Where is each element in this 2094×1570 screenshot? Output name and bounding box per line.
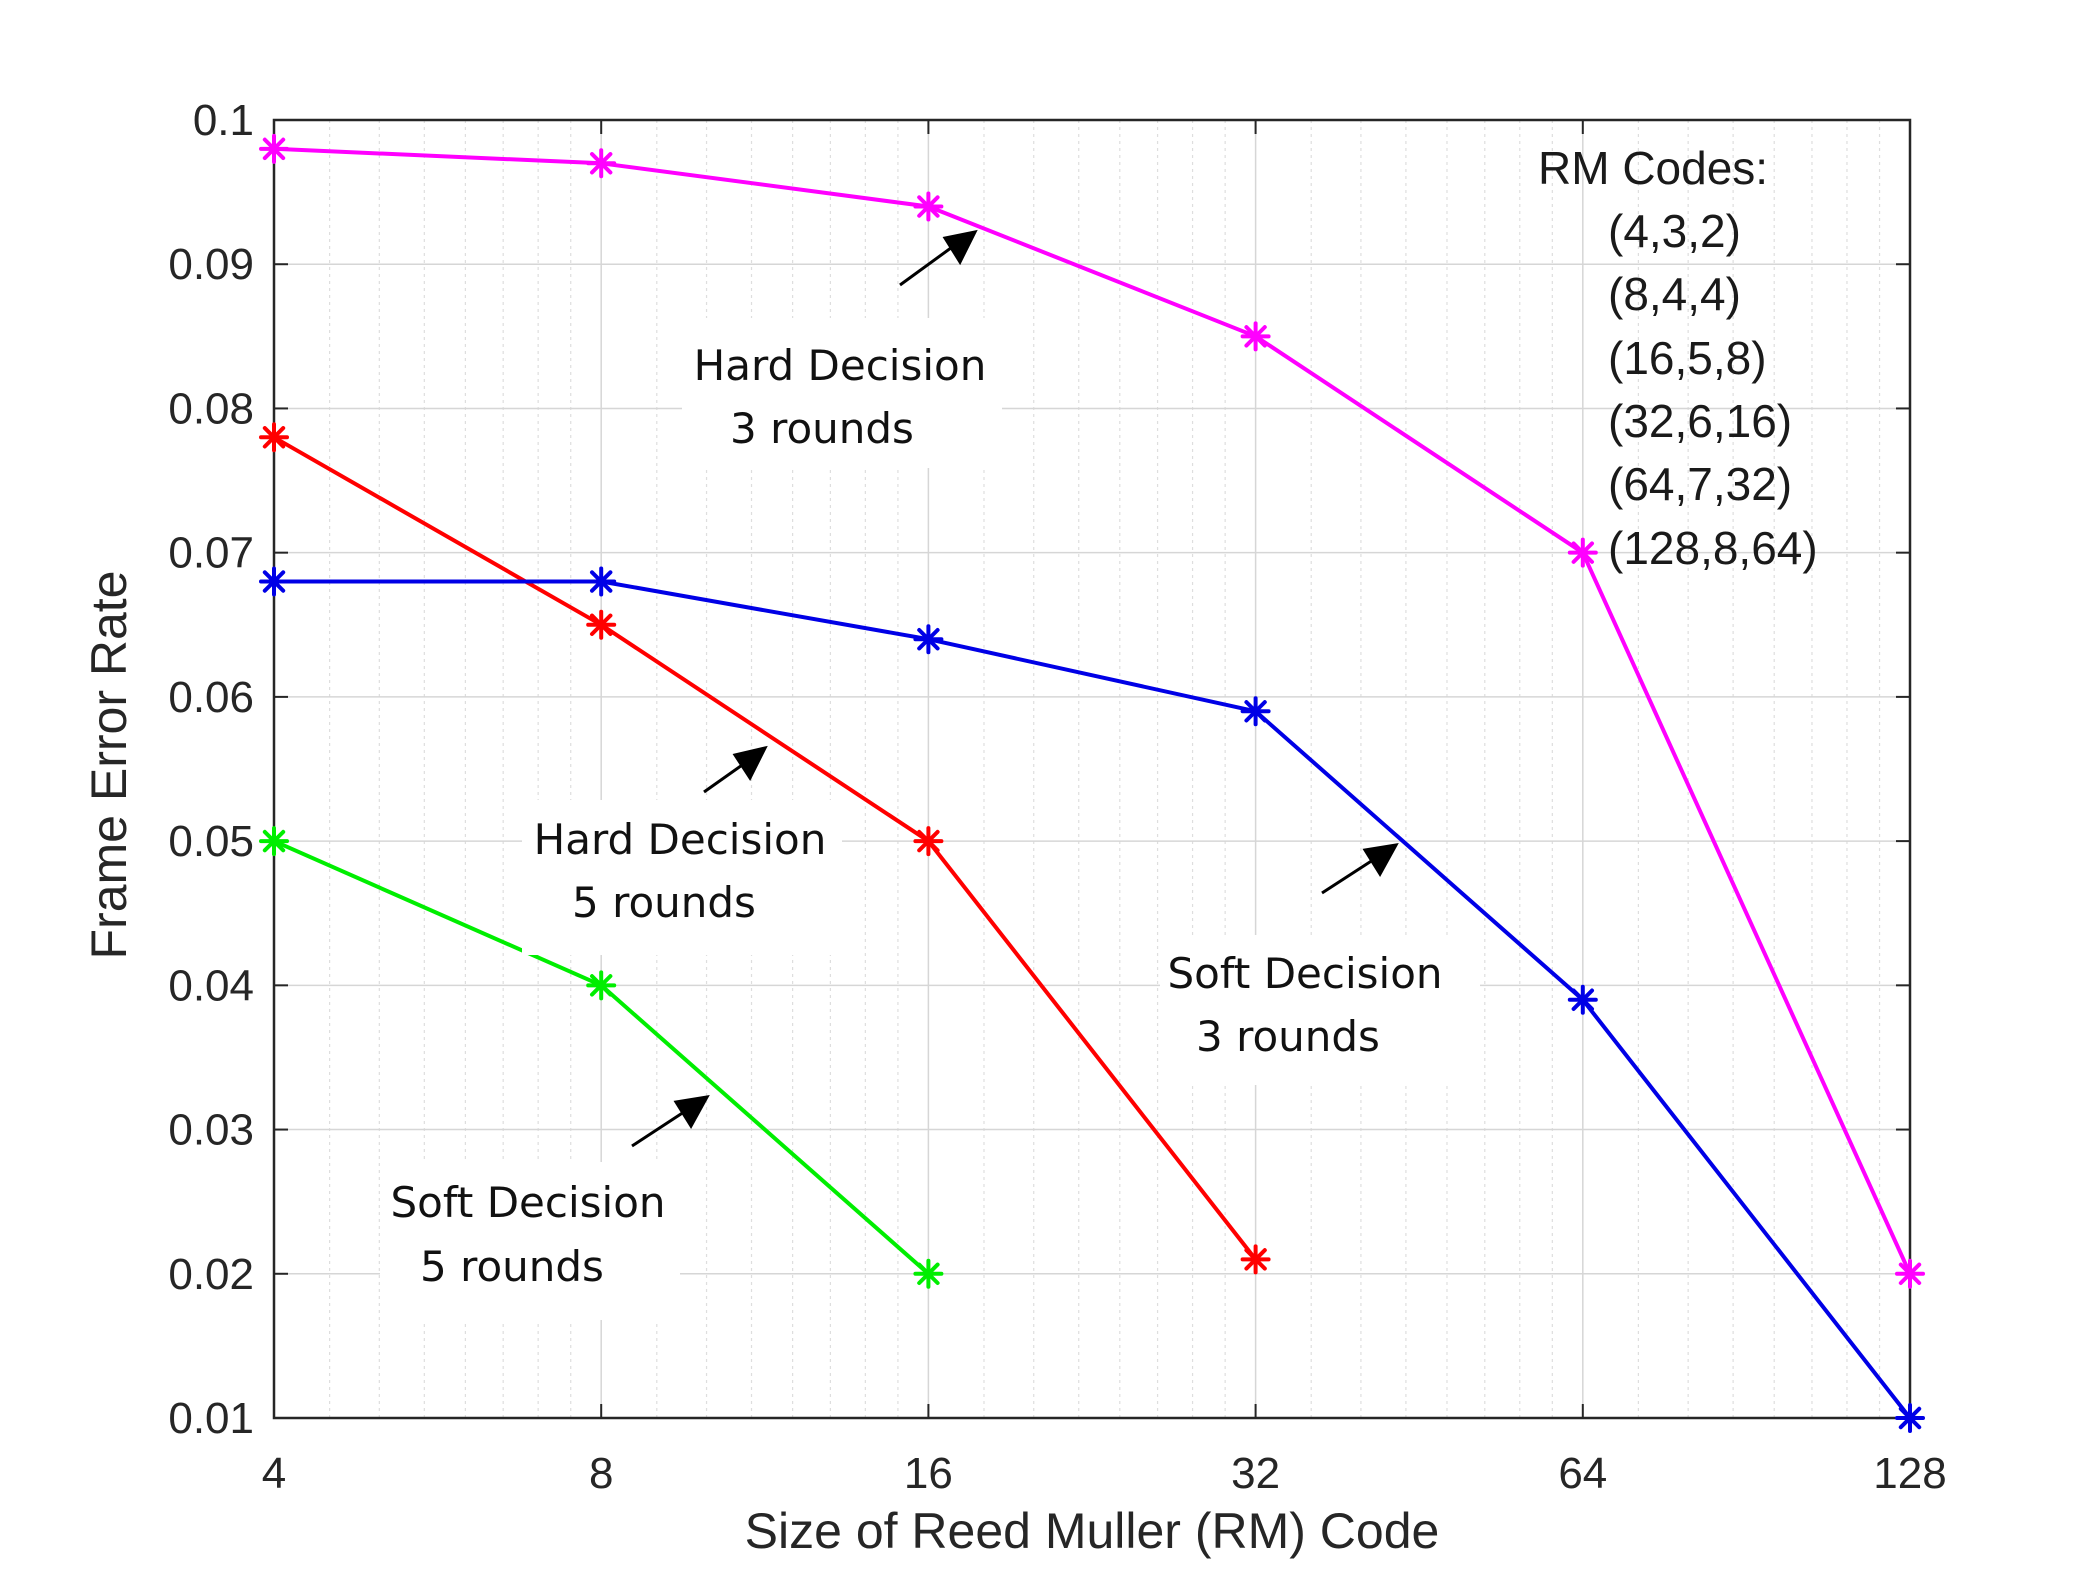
- y-tick-label: 0.07: [168, 529, 254, 578]
- data-point: [586, 148, 617, 179]
- y-tick-label: 0.03: [168, 1106, 254, 1155]
- series-line: [273, 435, 1258, 1261]
- annotation-line2: 3 rounds: [730, 404, 914, 453]
- y-tick-label: 0.09: [168, 240, 254, 289]
- annotation-arrows: [631, 229, 1399, 1148]
- y-tick-label: 0.04: [168, 961, 254, 1010]
- annotation-line1: Hard Decision: [534, 815, 827, 864]
- series: [259, 133, 1925, 1433]
- data-point: [259, 566, 289, 597]
- data-point: [259, 826, 289, 857]
- annotation-hard-3-rounds: Hard Decision 3 rounds: [682, 318, 1002, 468]
- annotation-line2: 5 rounds: [420, 1242, 604, 1291]
- annotation-line2: 3 rounds: [1196, 1012, 1380, 1061]
- data-point: [586, 566, 617, 597]
- data-point: [586, 970, 617, 1001]
- legend-item: (4,3,2): [1608, 205, 1741, 257]
- annotation-line1: Soft Decision: [1167, 949, 1442, 998]
- arrow-hard-5-rounds: [703, 745, 768, 794]
- data-point: [259, 133, 289, 164]
- arrow-soft-5-rounds: [631, 1095, 710, 1148]
- series-line: [274, 579, 1912, 1420]
- axis-ticks: 4 8 16 32 64 128 0.01 0.02 0.03 0.04 0.05 0.06 0.07 0…: [168, 96, 1946, 1498]
- series-1: [259, 422, 1271, 1275]
- series-3: [259, 826, 944, 1289]
- x-tick-label: 16: [904, 1449, 953, 1498]
- annotation-soft-5-rounds: Soft Decision 5 rounds: [380, 1162, 680, 1320]
- x-tick-label: 8: [589, 1449, 613, 1498]
- data-point: [1567, 537, 1598, 568]
- legend-item: (8,4,4): [1608, 268, 1741, 320]
- y-tick-label: 0.1: [193, 96, 254, 145]
- y-tick-label: 0.05: [168, 817, 254, 866]
- data-point: [913, 1258, 944, 1289]
- arrow-hard-3-rounds: [899, 229, 978, 287]
- legend-item: (32,6,16): [1608, 395, 1792, 447]
- legend-item: (128,8,64): [1608, 522, 1818, 574]
- annotation-hard-5-rounds: Hard Decision 5 rounds: [522, 800, 842, 955]
- data-point: [1240, 696, 1271, 727]
- series-line: [273, 146, 1912, 1275]
- x-tick-label: 32: [1231, 1449, 1280, 1498]
- data-point: [913, 191, 944, 222]
- data-point: [913, 624, 944, 655]
- y-tick-label: 0.08: [168, 384, 254, 433]
- y-tick-label: 0.01: [168, 1394, 254, 1443]
- y-tick-label: 0.06: [168, 673, 254, 722]
- y-axis-label: Frame Error Rate: [81, 571, 137, 960]
- x-tick-label: 64: [1558, 1449, 1607, 1498]
- legend: RM Codes: (4,3,2) (8,4,4) (16,5,8) (32,6…: [1538, 142, 1818, 574]
- annotation-line1: Soft Decision: [390, 1178, 665, 1227]
- data-point: [1240, 321, 1271, 352]
- annotation-line2: 5 rounds: [572, 878, 756, 927]
- data-point: [1567, 984, 1598, 1015]
- plot-area-frame: [272, 118, 1912, 1420]
- annotation-line1: Hard Decision: [694, 341, 987, 390]
- data-point: [1895, 1403, 1925, 1433]
- arrow-soft-3-rounds: [1321, 843, 1399, 895]
- legend-title: RM Codes:: [1538, 142, 1768, 194]
- x-tick-label: 4: [262, 1449, 286, 1498]
- y-tick-label: 0.02: [168, 1250, 254, 1299]
- series-2: [259, 566, 1925, 1433]
- data-point: [1895, 1258, 1925, 1289]
- data-point: [1240, 1244, 1271, 1275]
- data-point: [259, 422, 289, 453]
- x-axis-label: Size of Reed Muller (RM) Code: [745, 1503, 1440, 1559]
- data-point: [913, 826, 944, 857]
- annotation-soft-3-rounds: Soft Decision 3 rounds: [1160, 935, 1480, 1085]
- legend-item: (16,5,8): [1608, 332, 1767, 384]
- legend-item: (64,7,32): [1608, 458, 1792, 510]
- data-point: [586, 609, 617, 640]
- series-0: [259, 133, 1925, 1289]
- x-tick-label: 128: [1873, 1449, 1946, 1498]
